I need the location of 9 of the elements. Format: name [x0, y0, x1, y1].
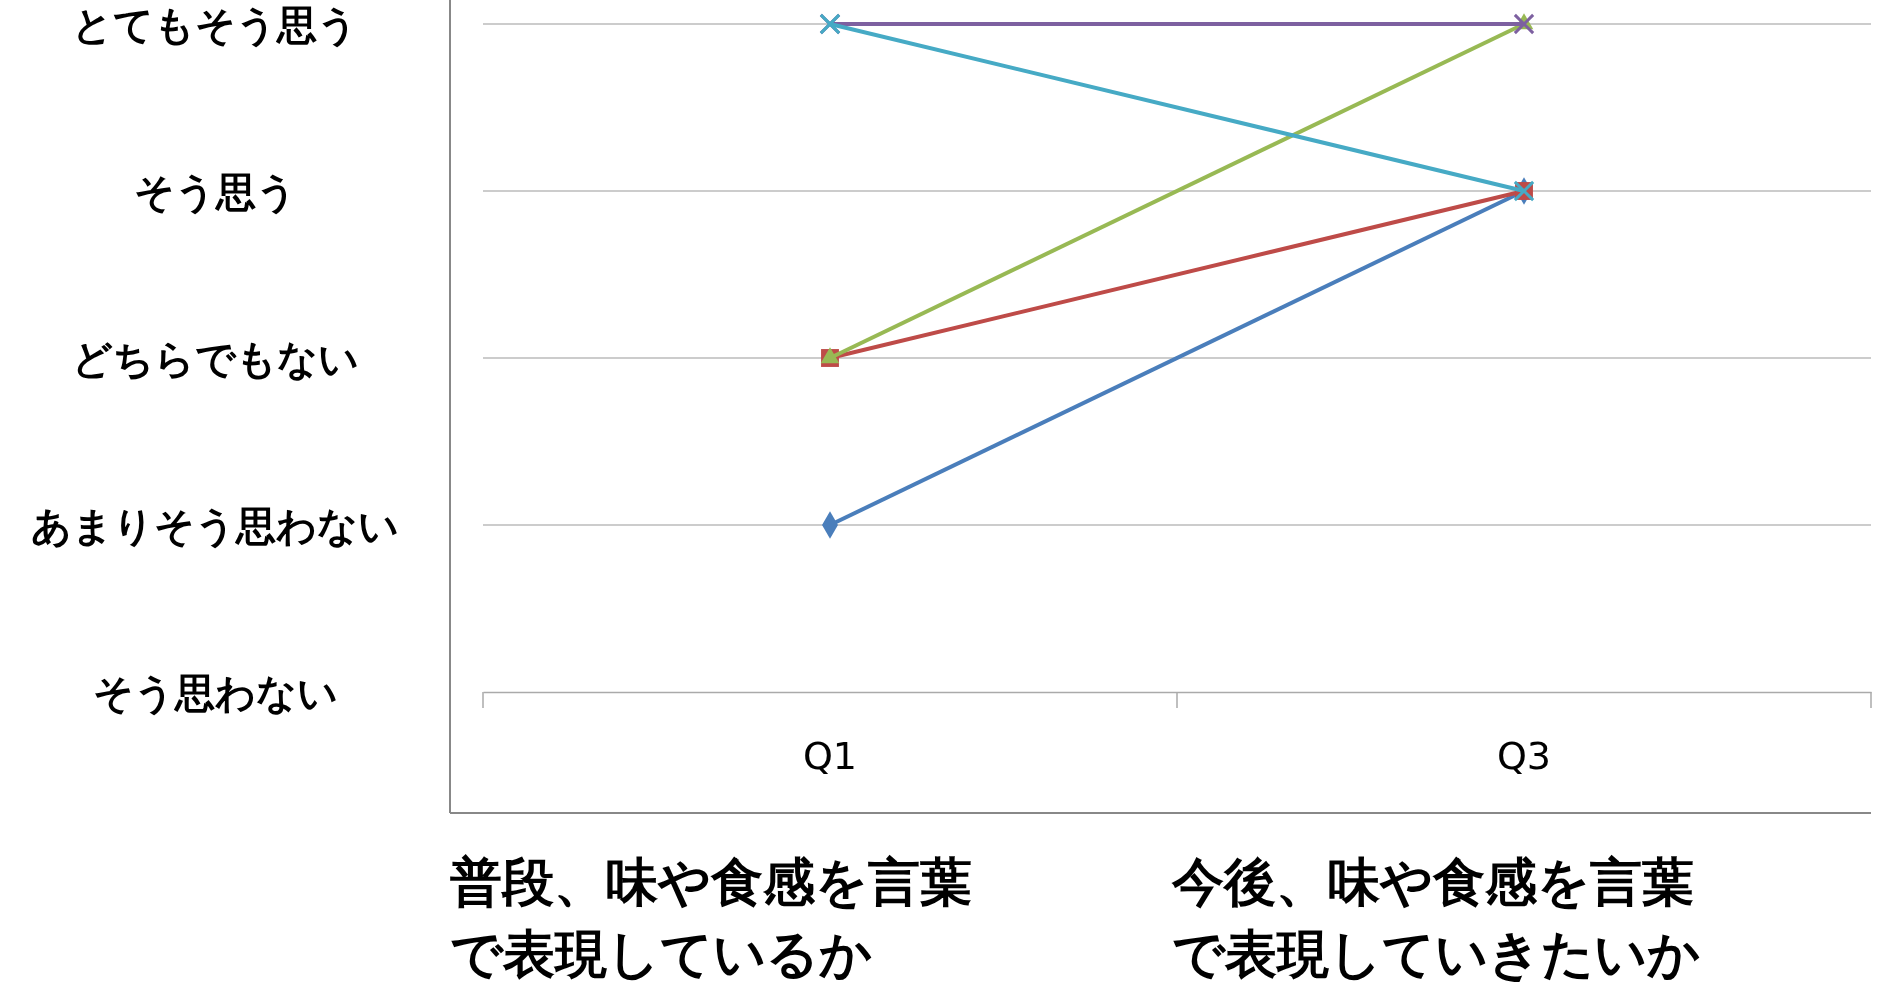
- category-label: そう思う: [133, 168, 297, 215]
- category-label: とてもそう思う: [72, 1, 358, 48]
- x-tick-label: Q1: [802, 733, 858, 778]
- category-label: そう思わない: [92, 669, 338, 716]
- text: 今後、味や食感を言葉で表現していきたいか: [1171, 852, 1700, 984]
- x-tick-label: Q3: [1496, 733, 1552, 778]
- text: 普段、味や食感を言葉で表現しているか: [450, 852, 972, 984]
- category-label: あまりそう思わない: [31, 502, 399, 549]
- category-label: どちらでもない: [71, 335, 359, 382]
